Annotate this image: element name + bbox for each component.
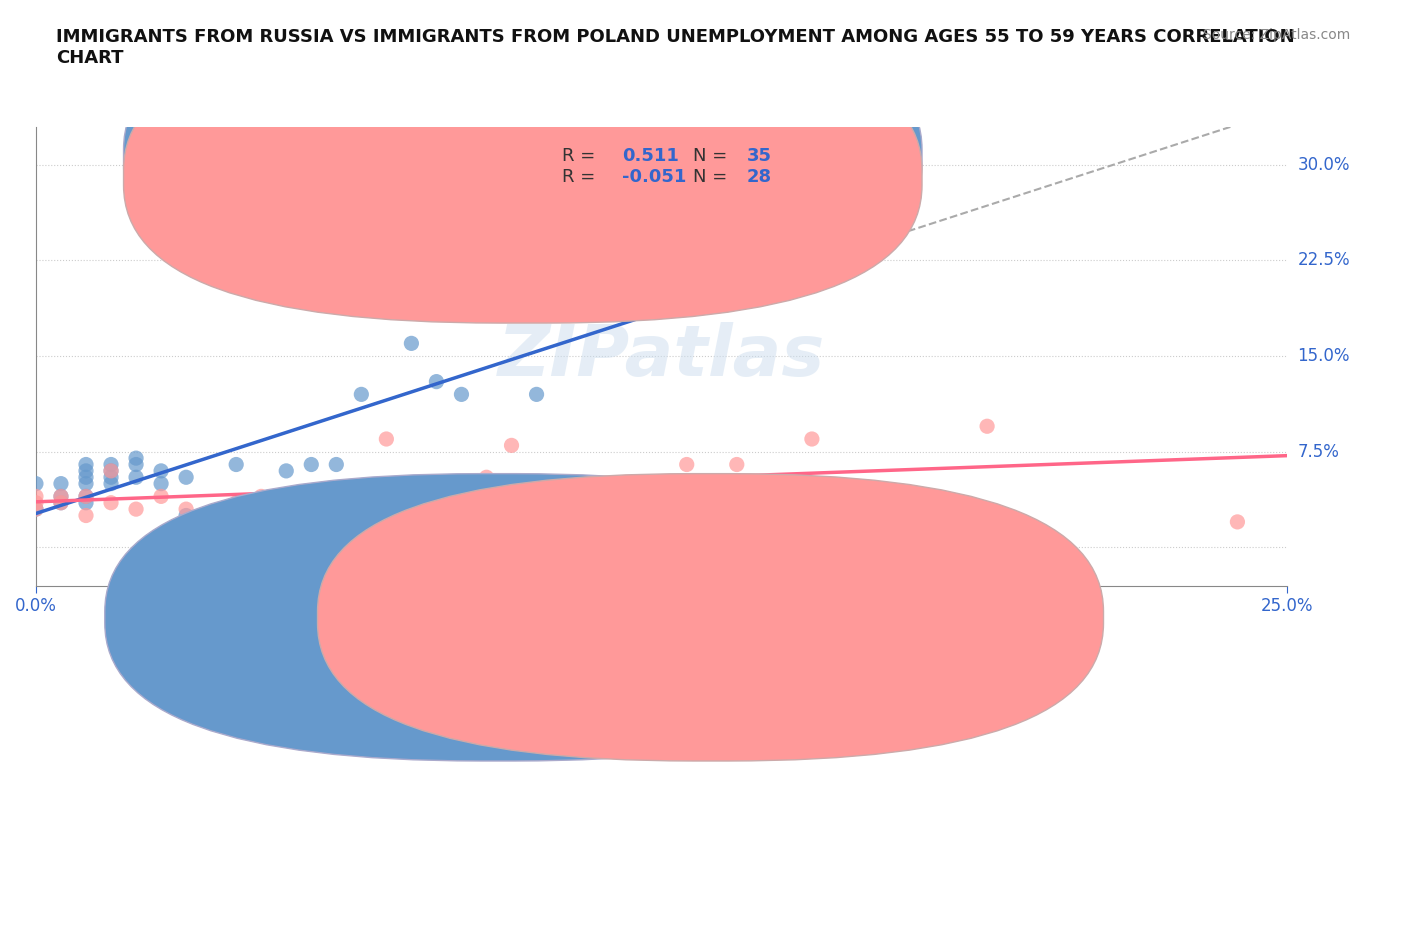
Point bbox=[325, 457, 347, 472]
FancyBboxPatch shape bbox=[124, 11, 922, 302]
FancyBboxPatch shape bbox=[124, 32, 922, 323]
Point bbox=[401, 489, 423, 504]
Point bbox=[425, 496, 447, 511]
Text: R =: R = bbox=[561, 148, 600, 166]
Point bbox=[776, 483, 799, 498]
Text: IMMIGRANTS FROM RUSSIA VS IMMIGRANTS FROM POLAND UNEMPLOYMENT AMONG AGES 55 TO 5: IMMIGRANTS FROM RUSSIA VS IMMIGRANTS FRO… bbox=[56, 28, 1295, 67]
Text: Source: ZipAtlas.com: Source: ZipAtlas.com bbox=[1202, 28, 1350, 42]
Point bbox=[350, 514, 373, 529]
Text: ZIPatlas: ZIPatlas bbox=[498, 322, 825, 391]
Point bbox=[100, 470, 122, 485]
Point bbox=[25, 501, 48, 516]
Point bbox=[150, 476, 173, 491]
FancyBboxPatch shape bbox=[105, 473, 891, 761]
Text: N =: N = bbox=[693, 148, 733, 166]
Point bbox=[150, 489, 173, 504]
Point bbox=[1226, 514, 1249, 529]
Point bbox=[49, 489, 72, 504]
Point bbox=[125, 451, 148, 466]
Point bbox=[174, 470, 197, 485]
Text: 35: 35 bbox=[747, 148, 772, 166]
Point bbox=[49, 489, 72, 504]
Point bbox=[450, 387, 472, 402]
Point bbox=[125, 501, 148, 516]
Point bbox=[75, 489, 97, 504]
Point bbox=[100, 476, 122, 491]
Point bbox=[75, 508, 97, 523]
Point bbox=[800, 432, 823, 446]
Point bbox=[75, 470, 97, 485]
Text: -0.051: -0.051 bbox=[621, 168, 686, 186]
Point bbox=[526, 387, 548, 402]
Point bbox=[276, 514, 298, 529]
Point bbox=[475, 470, 498, 485]
Point bbox=[174, 508, 197, 523]
Point bbox=[25, 489, 48, 504]
Point bbox=[100, 496, 122, 511]
Point bbox=[225, 496, 247, 511]
Text: 7.5%: 7.5% bbox=[1298, 443, 1340, 460]
Point bbox=[299, 457, 322, 472]
Text: 30.0%: 30.0% bbox=[1298, 156, 1350, 174]
Point bbox=[75, 457, 97, 472]
Point bbox=[375, 432, 398, 446]
Point bbox=[976, 418, 998, 433]
Point bbox=[350, 387, 373, 402]
Point bbox=[100, 463, 122, 478]
Point bbox=[725, 202, 748, 217]
Point bbox=[225, 514, 247, 529]
Point bbox=[125, 457, 148, 472]
Point bbox=[425, 374, 447, 389]
Point bbox=[75, 463, 97, 478]
Text: 28: 28 bbox=[747, 168, 772, 186]
Text: Immigrants from Poland: Immigrants from Poland bbox=[740, 608, 939, 626]
Point bbox=[25, 476, 48, 491]
Point bbox=[75, 476, 97, 491]
Text: R =: R = bbox=[561, 168, 600, 186]
FancyBboxPatch shape bbox=[318, 473, 1104, 761]
Point bbox=[501, 438, 523, 453]
Point bbox=[401, 336, 423, 351]
Point bbox=[49, 496, 72, 511]
Point bbox=[276, 496, 298, 511]
Point bbox=[75, 496, 97, 511]
FancyBboxPatch shape bbox=[474, 131, 837, 205]
Text: Immigrants from Russia: Immigrants from Russia bbox=[526, 608, 724, 626]
Point bbox=[49, 496, 72, 511]
Point bbox=[174, 501, 197, 516]
Text: 0.511: 0.511 bbox=[621, 148, 679, 166]
Point bbox=[225, 457, 247, 472]
Point bbox=[49, 476, 72, 491]
Point bbox=[125, 470, 148, 485]
Point bbox=[100, 463, 122, 478]
Point bbox=[150, 463, 173, 478]
Text: 15.0%: 15.0% bbox=[1298, 347, 1350, 365]
Point bbox=[276, 463, 298, 478]
Point bbox=[25, 501, 48, 516]
Point bbox=[675, 457, 697, 472]
Point bbox=[651, 266, 673, 281]
Point bbox=[25, 496, 48, 511]
Point bbox=[100, 457, 122, 472]
Point bbox=[225, 514, 247, 529]
Point bbox=[75, 489, 97, 504]
Point bbox=[725, 457, 748, 472]
Text: 22.5%: 22.5% bbox=[1298, 251, 1350, 270]
Point bbox=[250, 489, 273, 504]
Text: N =: N = bbox=[693, 168, 733, 186]
